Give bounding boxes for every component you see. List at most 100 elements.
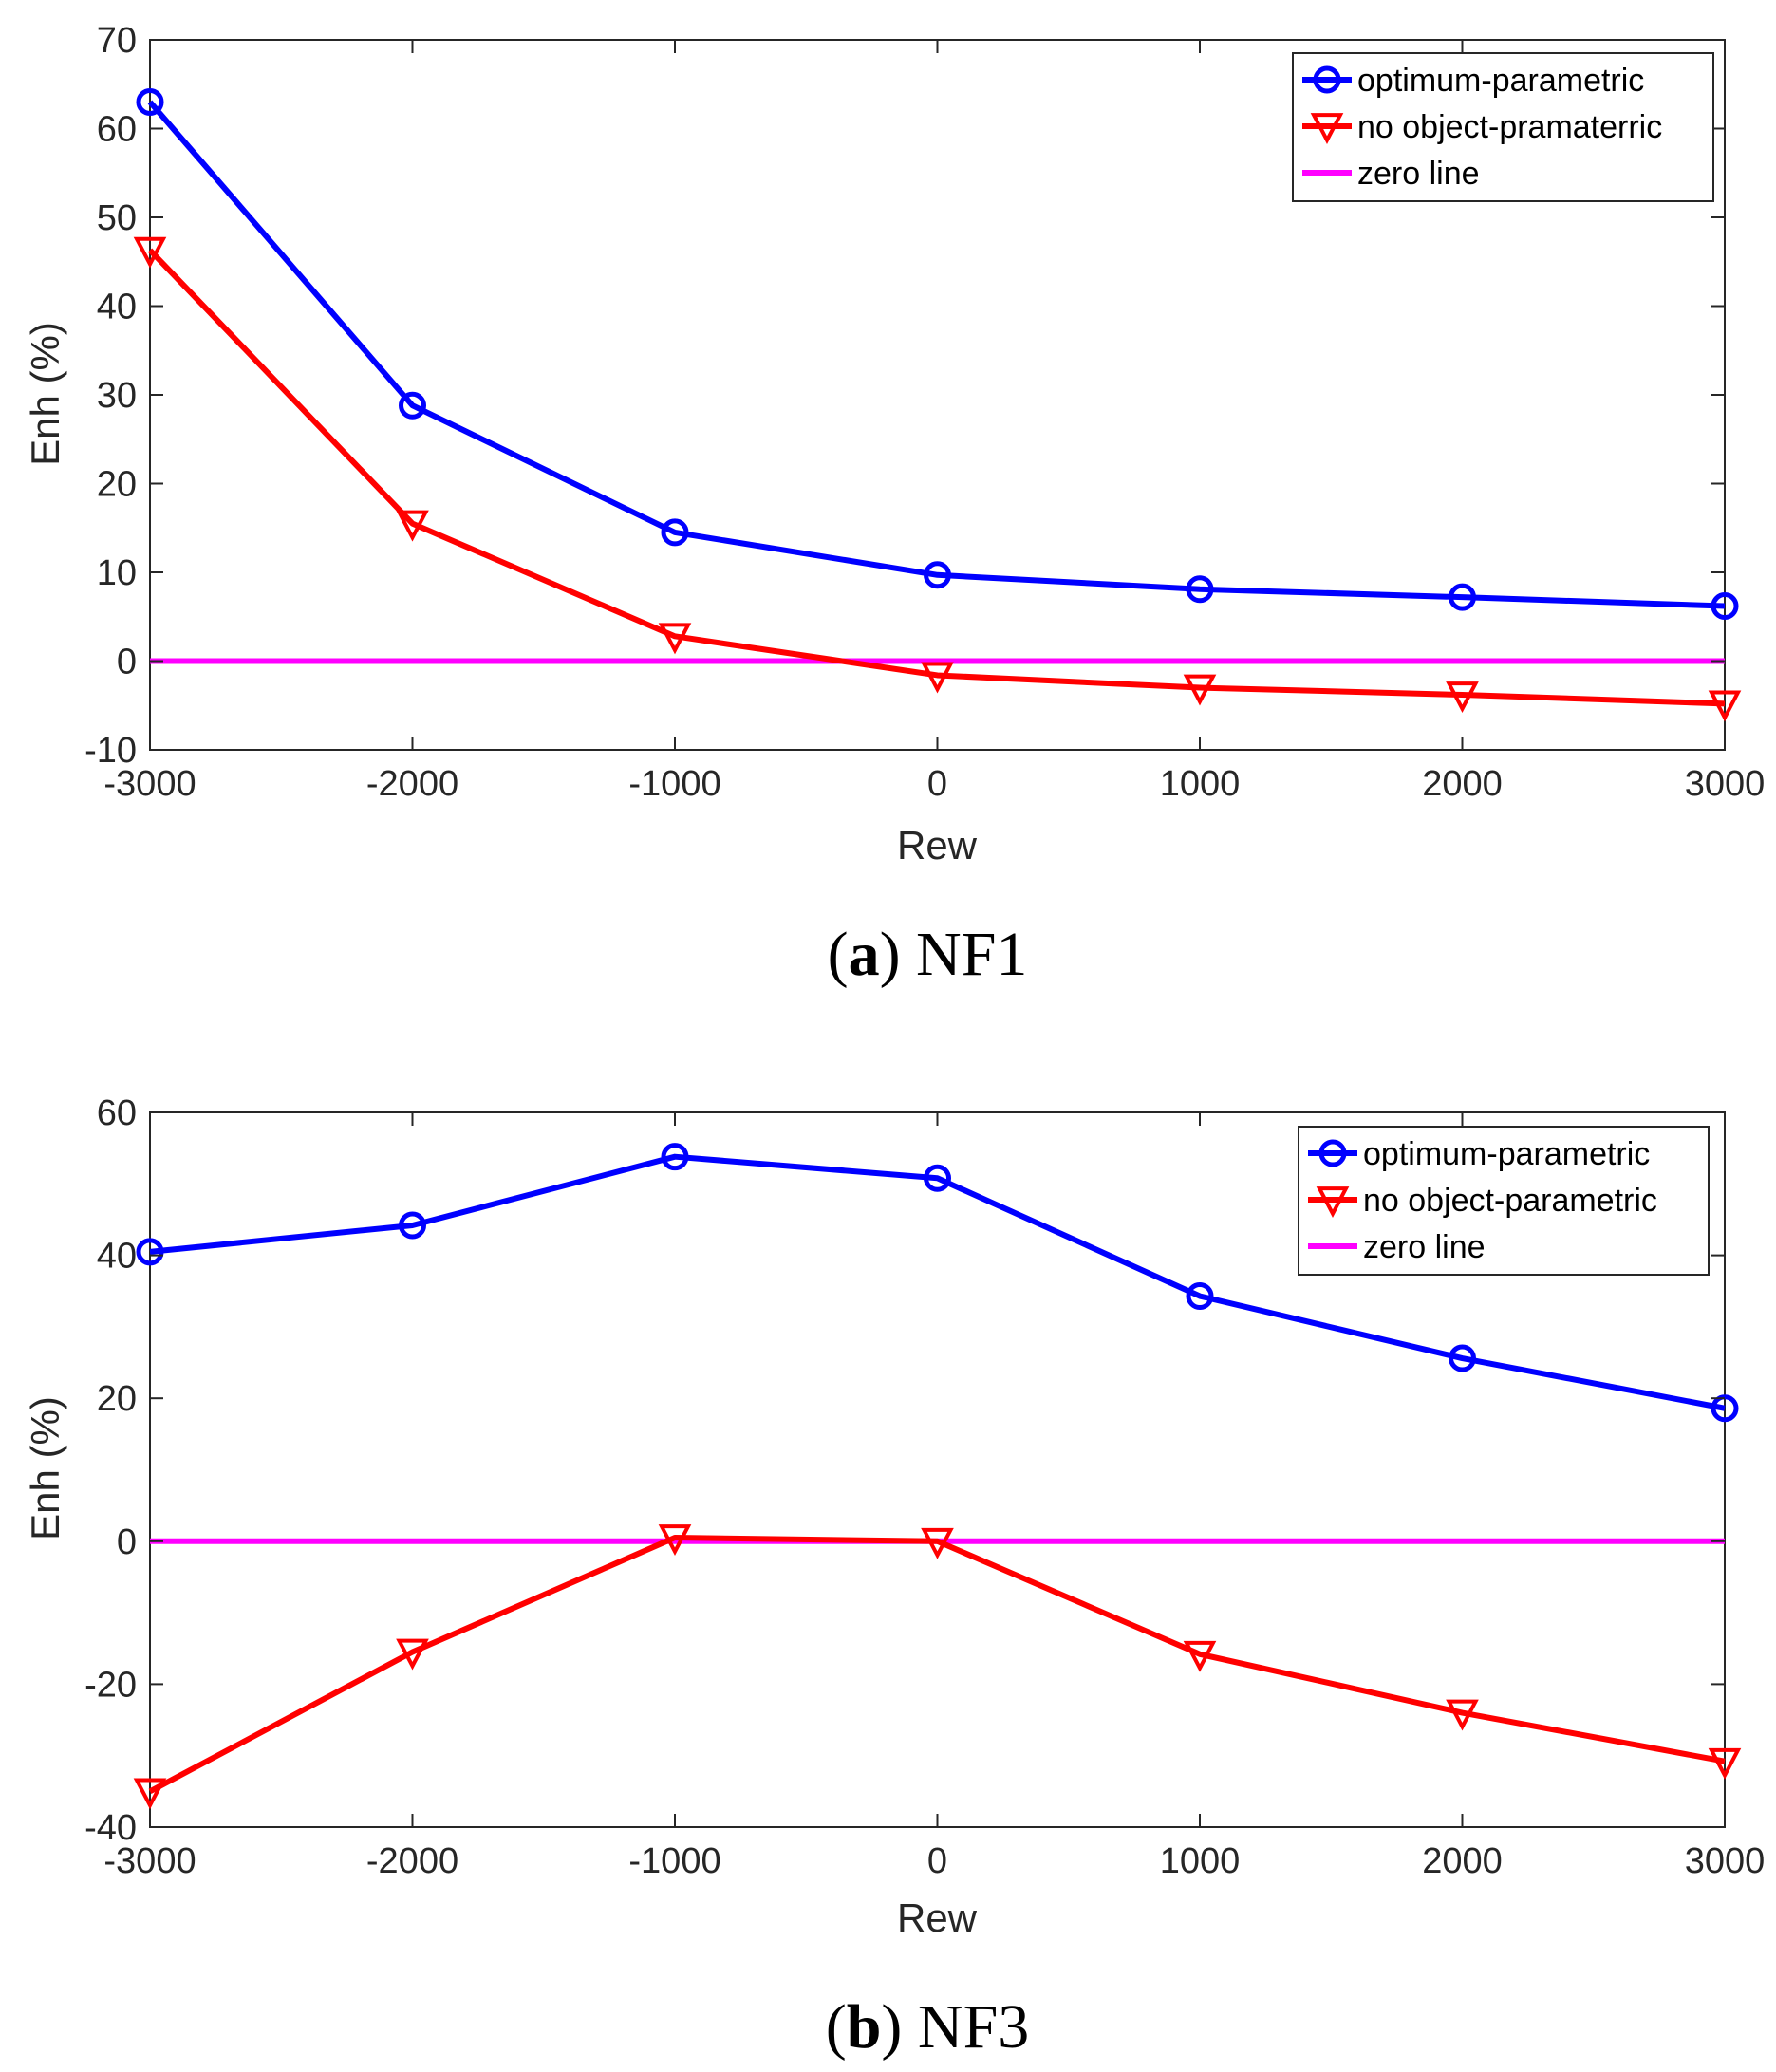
series-optimum-parametric <box>136 1143 1739 1423</box>
caption-a-open-paren: ( <box>828 920 849 989</box>
x-tick-label: 2000 <box>1422 764 1503 804</box>
y-tick-label: -10 <box>84 731 137 771</box>
x-tick-label: 3000 <box>1685 764 1766 804</box>
legend-marker-triangle <box>1316 1186 1350 1218</box>
legend-box <box>1292 52 1714 202</box>
data-point-triangle <box>921 662 954 694</box>
y-axis-label-b: Enh (%) <box>23 1396 67 1540</box>
caption-a-close-paren: ) <box>880 920 916 989</box>
data-point-circle <box>399 391 426 420</box>
legend-marker-circle <box>1318 1139 1347 1167</box>
data-point-triangle <box>1708 1747 1742 1780</box>
x-tick-label: -1000 <box>628 764 720 804</box>
legend-label: optimum-parametric <box>1363 1136 1650 1172</box>
data-point-triangle <box>658 623 692 655</box>
y-axis-label-a: Enh (%) <box>23 322 67 466</box>
data-point-circle <box>661 518 689 547</box>
series-line <box>147 248 1726 707</box>
legend-label: zero line <box>1363 1229 1486 1265</box>
y-tick-label: 70 <box>97 21 137 61</box>
x-tick-label: -3000 <box>103 1841 196 1881</box>
series-no-object-parametric <box>133 1524 1742 1810</box>
legend-marker-circle <box>1313 65 1341 94</box>
x-tick-label: 2000 <box>1422 1841 1503 1881</box>
data-point-circle <box>136 87 164 116</box>
ticks-a: -3000 -2000 -1000 0 1000 2000 3000 -10 0 10 20 30 40… <box>84 21 1765 804</box>
y-tick-label: 20 <box>97 465 137 505</box>
x-tick-label: -2000 <box>366 764 458 804</box>
caption-b-letter: b <box>847 1992 882 2062</box>
caption-a: (a) NF1 <box>828 920 1028 989</box>
ticks-b: -3000 -2000 -1000 0 1000 2000 3000 -40 -20 0 20 40 6… <box>84 1093 1765 1881</box>
series-line <box>147 100 1726 609</box>
y-tick-label: -20 <box>84 1665 137 1705</box>
legend-b: optimum-parametric no object-parametric ze… <box>1298 1126 1710 1276</box>
data-point-circle <box>136 1238 164 1266</box>
data-point-circle <box>1449 1344 1476 1372</box>
y-tick-label: 20 <box>97 1379 137 1419</box>
x-tick-label: 1000 <box>1160 764 1241 804</box>
data-point-circle <box>924 1164 951 1192</box>
y-tick-label: 0 <box>117 643 137 682</box>
y-tick-label: 30 <box>97 376 137 416</box>
x-tick-label: -1000 <box>628 1841 720 1881</box>
caption-b-open-paren: ( <box>826 1992 847 2062</box>
data-point-circle <box>1186 1282 1214 1311</box>
data-point-triangle <box>1708 690 1742 722</box>
data-point-triangle <box>133 1778 167 1810</box>
caption-a-letter: a <box>849 920 880 989</box>
y-tick-label: 40 <box>97 288 137 327</box>
x-tick-label: 0 <box>927 1841 947 1881</box>
legend-label: optimum-parametric <box>1357 63 1644 99</box>
series-line <box>149 1153 1726 1411</box>
x-tick-label: 3000 <box>1685 1841 1766 1881</box>
y-tick-label: -40 <box>84 1808 137 1848</box>
chart-b-nf3: -3000 -2000 -1000 0 1000 2000 3000 -40 -20 0 20 40 6… <box>23 1093 1765 2062</box>
legend-marker-triangle <box>1310 113 1344 144</box>
data-point-triangle <box>396 1638 429 1671</box>
data-point-triangle <box>1446 1699 1479 1731</box>
caption-b-text: NF3 <box>918 1992 1029 2062</box>
x-tick-label: -3000 <box>103 764 196 804</box>
series-layer-a <box>133 87 1742 722</box>
data-point-triangle <box>1183 674 1217 706</box>
data-point-triangle <box>1183 1640 1217 1672</box>
series-optimum-parametric <box>136 87 1739 621</box>
y-tick-label: 50 <box>97 198 137 238</box>
legend-label: no object-pramaterric <box>1357 109 1662 145</box>
chart-a-nf1: -3000 -2000 -1000 0 1000 2000 3000 -10 0 10 20 30 40… <box>23 21 1765 989</box>
x-axis-label-a: Rew <box>897 823 978 868</box>
data-point-triangle <box>658 1524 692 1557</box>
data-point-triangle <box>396 510 429 542</box>
caption-b-close-paren: ) <box>881 1992 917 2062</box>
y-tick-label: 40 <box>97 1237 137 1277</box>
legend-label: no object-parametric <box>1363 1183 1657 1219</box>
data-point-circle <box>924 561 951 589</box>
series-layer-b <box>133 1143 1742 1810</box>
y-tick-label: 0 <box>117 1522 137 1562</box>
data-point-triangle <box>133 236 167 269</box>
caption-b: (b) NF3 <box>826 1992 1030 2062</box>
data-point-circle <box>1186 575 1214 604</box>
x-tick-label: 0 <box>927 764 947 804</box>
data-point-triangle <box>921 1527 954 1559</box>
caption-a-text: NF1 <box>916 920 1027 989</box>
data-point-circle <box>1449 583 1476 611</box>
y-tick-label: 60 <box>97 110 137 150</box>
y-tick-label: 60 <box>97 1093 137 1133</box>
data-point-circle <box>399 1211 426 1240</box>
y-tick-label: 10 <box>97 553 137 593</box>
x-axis-label-b: Rew <box>897 1895 978 1940</box>
x-tick-label: -2000 <box>366 1841 458 1881</box>
legend-a: optimum-parametric no object-pramaterric z… <box>1292 52 1714 202</box>
series-no-object-pramaterric <box>133 236 1742 722</box>
x-tick-label: 1000 <box>1160 1841 1241 1881</box>
legend-label: zero line <box>1357 156 1480 192</box>
data-point-circle <box>661 1143 689 1171</box>
series-line <box>148 1535 1726 1794</box>
data-point-circle <box>1711 1394 1739 1423</box>
data-point-circle <box>1711 592 1739 621</box>
legend-box <box>1298 1126 1710 1276</box>
data-point-triangle <box>1446 681 1479 714</box>
